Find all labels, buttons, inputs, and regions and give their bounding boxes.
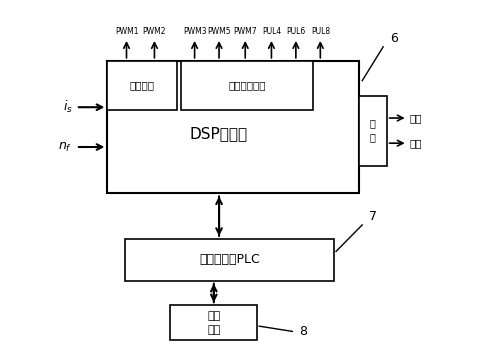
Text: 人机
界面: 人机 界面 [207, 311, 220, 335]
Text: 有源逆变脉冲: 有源逆变脉冲 [228, 80, 266, 90]
Text: 保
护: 保 护 [370, 119, 376, 143]
Text: PWM2: PWM2 [143, 27, 166, 36]
Text: 电压: 电压 [409, 113, 422, 123]
Text: 8: 8 [300, 325, 307, 338]
Text: PWM1: PWM1 [115, 27, 138, 36]
Text: PWM5: PWM5 [207, 27, 231, 36]
Bar [125, 239, 334, 281]
Text: $i_s$: $i_s$ [62, 99, 72, 115]
Text: 7: 7 [369, 210, 377, 223]
Text: 逻辑控制器PLC: 逻辑控制器PLC [199, 253, 260, 266]
Text: PUL8: PUL8 [311, 27, 330, 36]
Text: PWM3: PWM3 [183, 27, 206, 36]
Bar [170, 305, 257, 340]
Text: 斩波脉冲: 斩波脉冲 [130, 80, 155, 90]
Text: PUL6: PUL6 [286, 27, 305, 36]
Text: $n_f$: $n_f$ [58, 140, 72, 153]
Bar [108, 61, 359, 194]
Text: 电流: 电流 [409, 138, 422, 148]
Text: PWM7: PWM7 [233, 27, 257, 36]
Bar [108, 61, 177, 109]
Bar [359, 96, 387, 165]
Text: DSP控制器: DSP控制器 [190, 127, 248, 142]
Text: 6: 6 [390, 32, 398, 45]
Bar [180, 61, 313, 109]
Text: PUL4: PUL4 [262, 27, 281, 36]
